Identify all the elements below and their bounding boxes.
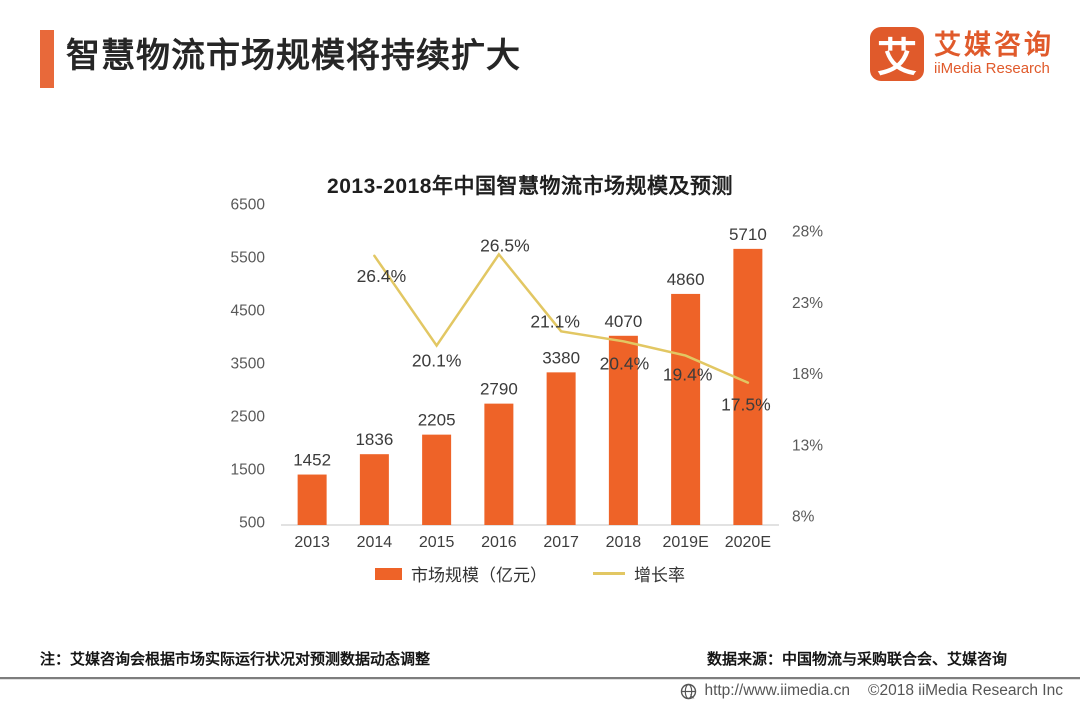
- logo-text: 艾媒咨询 iiMedia Research: [934, 31, 1054, 77]
- bar-2016: [484, 403, 514, 525]
- growth-rate-label-2020E: 17.5%: [721, 395, 771, 415]
- chart-title: 2013-2018年中国智慧物流市场规模及预测: [327, 175, 733, 198]
- left-axis-tick: 1500: [231, 462, 266, 479]
- bar-2013: [297, 474, 327, 525]
- footnote: 注：艾媒咨询会根据市场实际运行状况对预测数据动态调整: [40, 651, 431, 668]
- x-axis-label-2019E: 2019E: [662, 534, 708, 551]
- iimedia-logo-mark-icon: 艾: [870, 27, 924, 81]
- bar-value-label-2015: 2205: [418, 411, 456, 430]
- bar-2015: [422, 434, 452, 525]
- bar-2020E: [733, 248, 763, 525]
- x-axis-label-2016: 2016: [481, 534, 517, 551]
- growth-rate-label-2018: 20.4%: [600, 353, 650, 373]
- right-axis-tick: 23%: [792, 295, 823, 312]
- legend-item-growth-rate: 增长率: [593, 561, 685, 586]
- data-source: 数据来源：中国物流与采购联合会、艾媒咨询: [706, 651, 1007, 668]
- bar-value-label-2019E: 4860: [667, 270, 705, 289]
- footer-copyright-row: http://www.iimedia.cn ©2018 iiMedia Rese…: [680, 682, 1063, 700]
- legend-label-market-size: 市场规模（亿元）: [411, 566, 547, 585]
- left-axis-tick: 5500: [231, 250, 266, 267]
- x-axis-label-2013: 2013: [294, 534, 330, 551]
- right-axis-tick: 28%: [792, 224, 823, 241]
- legend-item-market-size: 市场规模（亿元）: [375, 561, 547, 586]
- growth-rate-label-2017: 21.1%: [530, 311, 580, 331]
- chart-legend: 市场规模（亿元） 增长率: [281, 561, 779, 586]
- bar-2019E: [671, 293, 701, 525]
- right-axis-tick: 13%: [792, 437, 823, 454]
- globe-icon: [681, 683, 697, 700]
- growth-rate-label-2015: 20.1%: [412, 351, 462, 371]
- left-axis-tick: 4500: [231, 303, 266, 320]
- growth-rate-line: [373, 252, 750, 384]
- x-axis-label-2020E: 2020E: [725, 534, 771, 551]
- bar-value-label-2020E: 5710: [729, 225, 767, 244]
- left-axis-tick: 2500: [231, 409, 266, 426]
- title-accent-bar: [40, 30, 54, 88]
- legend-label-growth-rate: 增长率: [634, 566, 685, 585]
- copyright-text: ©2018 iiMedia Research Inc: [868, 682, 1063, 699]
- x-axis-label-2014: 2014: [357, 534, 393, 551]
- left-axis-tick: 500: [239, 515, 265, 532]
- bar-2014: [359, 454, 389, 525]
- website-url: http://www.iimedia.cn: [704, 682, 851, 699]
- right-axis-tick: 8%: [792, 509, 815, 526]
- growth-rate-label-2016: 26.5%: [480, 235, 530, 255]
- bar-value-label-2016: 2790: [480, 380, 518, 399]
- left-axis-tick: 6500: [231, 197, 266, 214]
- bar-2017: [546, 372, 576, 525]
- page-title: 智慧物流市场规模将持续扩大: [66, 37, 521, 75]
- footer-divider: [0, 677, 1080, 680]
- logo-name-cn: 艾媒咨询: [934, 29, 1054, 60]
- website-url-wrap: http://www.iimedia.cn: [680, 682, 850, 700]
- growth-rate-label-2019E: 19.4%: [663, 365, 713, 385]
- bar-2018: [608, 335, 638, 525]
- x-axis-label-2017: 2017: [543, 534, 579, 551]
- growth-rate-label-2014: 26.4%: [357, 266, 407, 286]
- logo-glyph: 艾: [877, 36, 917, 80]
- iimedia-logo: 艾 艾媒咨询 iiMedia Research: [870, 27, 1054, 81]
- bar-value-label-2018: 4070: [604, 312, 642, 331]
- left-axis-tick: 3500: [231, 356, 266, 373]
- bar-value-label-2013: 1452: [293, 451, 331, 470]
- x-axis-label-2015: 2015: [419, 534, 455, 551]
- bar-series-swatch: [375, 567, 402, 580]
- bar-value-label-2017: 3380: [542, 348, 580, 367]
- right-axis-tick: 18%: [792, 366, 823, 383]
- logo-name-en: iiMedia Research: [934, 60, 1050, 78]
- x-axis-label-2018: 2018: [606, 534, 642, 551]
- line-series-swatch: [593, 572, 625, 575]
- bar-value-label-2014: 1836: [355, 430, 393, 449]
